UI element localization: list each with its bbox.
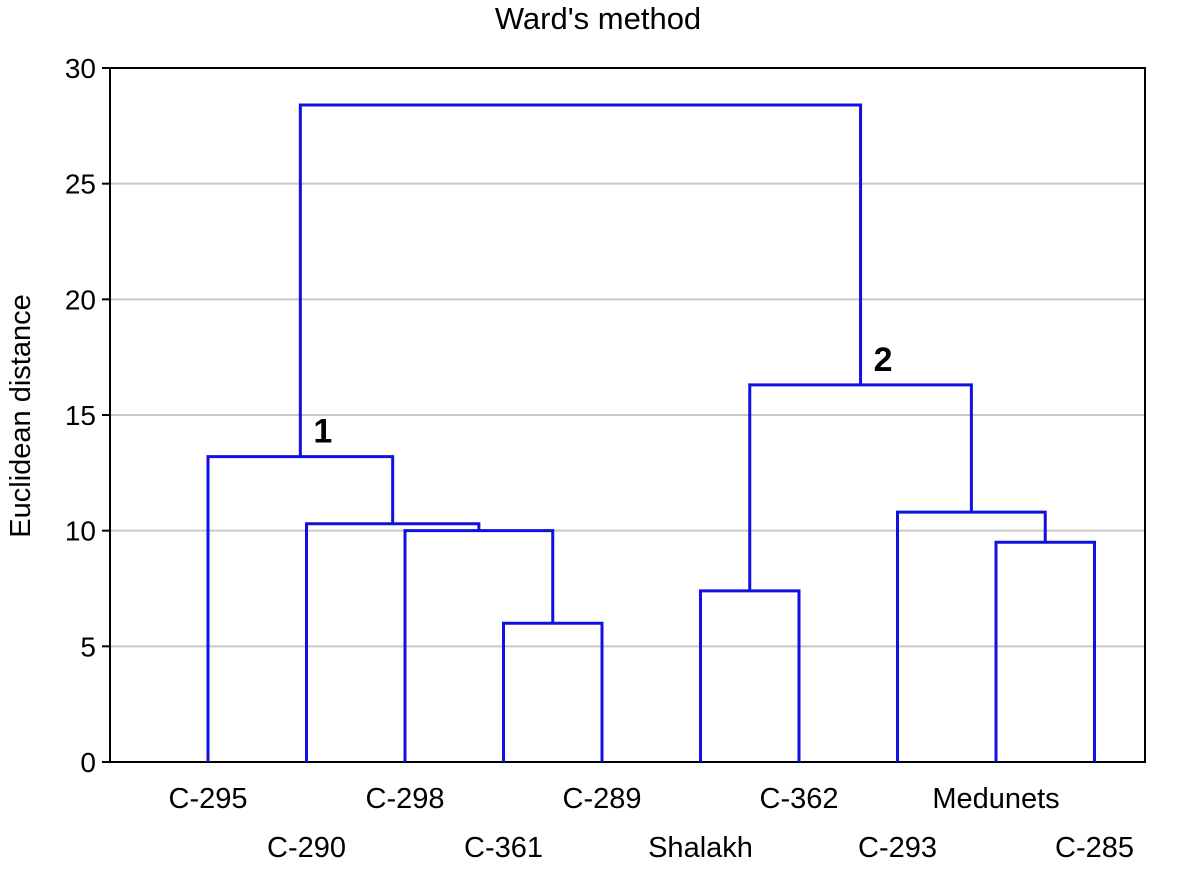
cluster-annotation: 2	[874, 341, 893, 379]
dendrogram-link-m5	[305, 522, 481, 762]
leaf-label: C-293	[858, 832, 937, 864]
y-axis-label: Euclidean distance	[5, 294, 37, 537]
chart-title: Ward's method	[495, 1, 701, 36]
y-ticks: 0 5 10 15 20 25 30	[65, 53, 110, 778]
y-tick-label: 15	[65, 400, 96, 431]
dendrogram-link-m1	[502, 621, 604, 762]
cluster-annotation: 1	[313, 413, 332, 451]
grid-layer	[110, 182, 1145, 648]
y-tick-label: 25	[65, 169, 96, 200]
dendrogram-link-m9	[298, 103, 863, 457]
dendrogram-link-m6	[896, 510, 1047, 762]
dendrogram-link-m4	[403, 529, 555, 762]
leaf-label: Shalakh	[648, 832, 753, 864]
dendrogram-links	[206, 103, 1096, 762]
dendrogram-link-m2	[699, 589, 801, 762]
leaf-label: C-295	[169, 783, 248, 815]
leaf-label: C-362	[760, 783, 839, 815]
dendrogram-link-m3	[994, 540, 1096, 762]
leaf-label: C-285	[1055, 832, 1134, 864]
y-tick-label: 20	[65, 284, 96, 315]
dendrogram-link-m7	[206, 455, 395, 762]
leaf-label: C-289	[563, 783, 642, 815]
leaf-label: Medunets	[932, 783, 1059, 815]
leaf-label: C-290	[267, 832, 346, 864]
y-tick-label: 0	[80, 747, 96, 778]
dendrogram-link-m8	[748, 383, 973, 591]
leaf-label: C-298	[366, 783, 445, 815]
leaf-label: C-361	[464, 832, 543, 864]
y-tick-label: 5	[80, 631, 96, 662]
y-tick-label: 10	[65, 516, 96, 547]
y-tick-label: 30	[65, 53, 96, 84]
cluster-annotations: 12	[313, 341, 892, 451]
